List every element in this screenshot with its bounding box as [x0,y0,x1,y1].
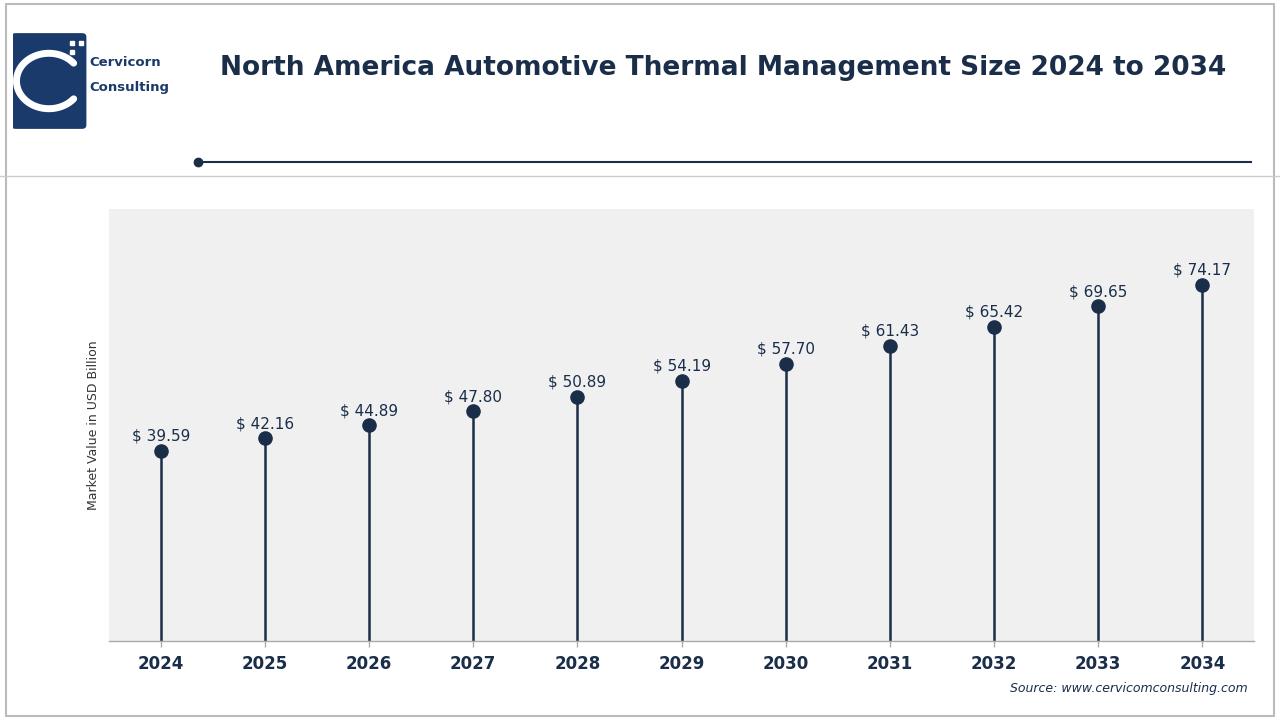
Text: $ 61.43: $ 61.43 [860,324,919,338]
FancyBboxPatch shape [12,33,86,129]
Text: $ 65.42: $ 65.42 [965,305,1023,320]
Text: $ 69.65: $ 69.65 [1069,284,1128,300]
Text: $ 42.16: $ 42.16 [236,416,294,431]
Point [1088,301,1108,312]
Point [567,391,588,402]
Point [358,420,379,431]
Text: North America Automotive Thermal Management Size 2024 to 2034: North America Automotive Thermal Managem… [220,55,1226,81]
Text: Consulting: Consulting [90,81,169,94]
Point [255,433,275,444]
Point [984,321,1005,333]
Text: Cervicorn: Cervicorn [90,55,161,68]
Point [776,358,796,369]
Text: Source: www.cervicomconsulting.com: Source: www.cervicomconsulting.com [1010,682,1248,695]
Point [879,340,900,351]
Point [151,445,172,456]
Text: $ 54.19: $ 54.19 [653,359,710,374]
Point [463,405,484,417]
Point [672,375,692,387]
Text: $ 74.17: $ 74.17 [1174,263,1231,278]
Text: $ 47.80: $ 47.80 [444,389,502,404]
Text: $ 39.59: $ 39.59 [132,428,189,444]
Text: $ 50.89: $ 50.89 [548,374,607,390]
Y-axis label: Market Value in USD Billion: Market Value in USD Billion [87,340,100,510]
Text: $ 57.70: $ 57.70 [756,341,815,356]
Text: $ 44.89: $ 44.89 [340,403,398,418]
Point [1192,279,1212,291]
